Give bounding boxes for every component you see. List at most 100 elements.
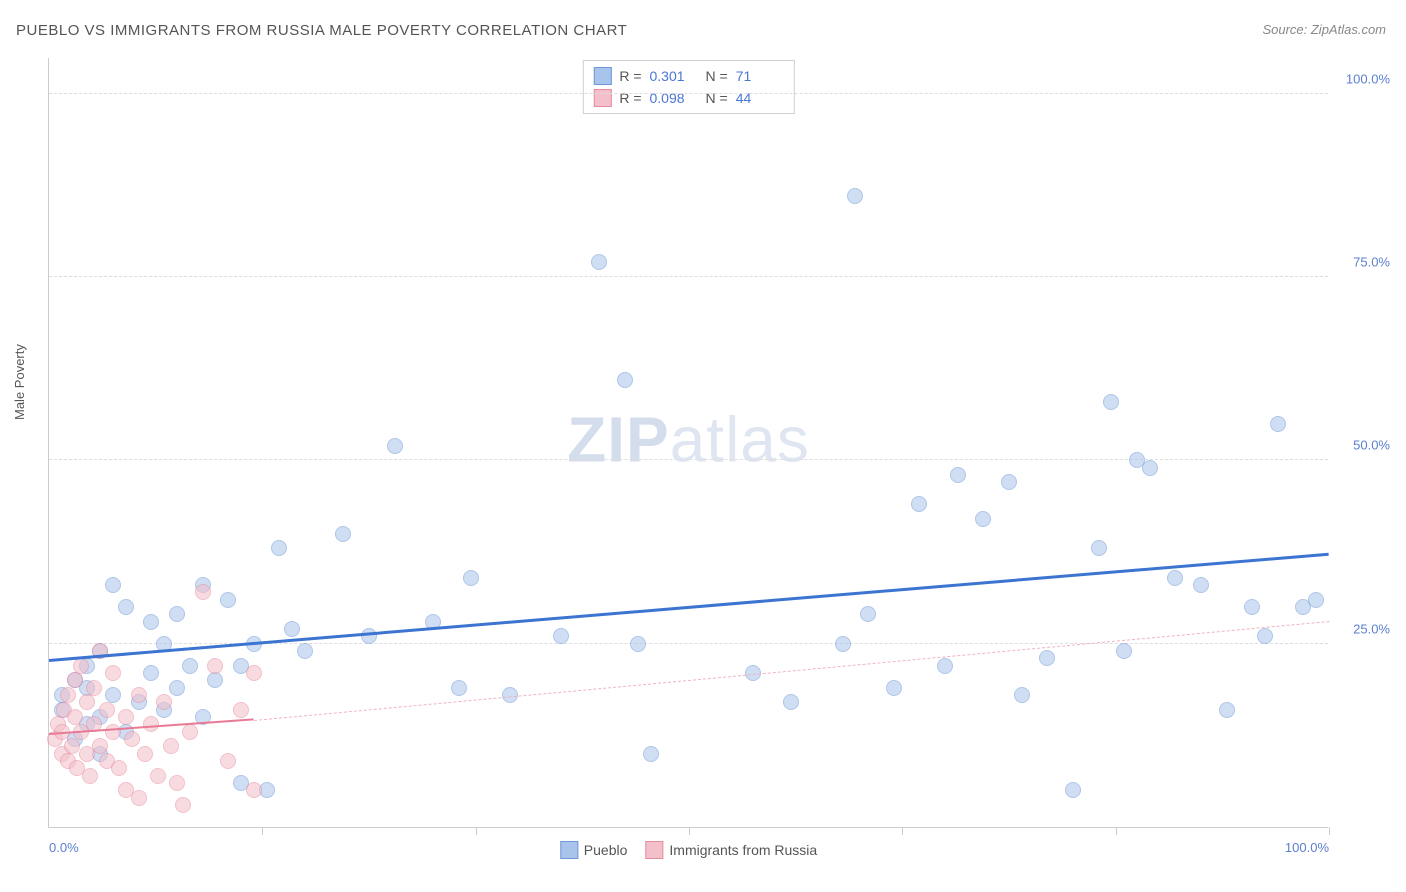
scatter-point [67,709,83,725]
scatter-point [143,614,159,630]
scatter-point [361,628,377,644]
scatter-point [195,584,211,600]
x-tick [902,827,903,835]
scatter-point [131,790,147,806]
scatter-point [1116,643,1132,659]
scatter-point [630,636,646,652]
scatter-point [835,636,851,652]
x-tick [476,827,477,835]
legend-label: Pueblo [584,842,628,858]
scatter-point [553,628,569,644]
scatter-point [643,746,659,762]
scatter-point [207,658,223,674]
scatter-point [246,665,262,681]
scatter-point [105,577,121,593]
scatter-point [105,665,121,681]
grid-line [49,93,1328,94]
scatter-point [617,372,633,388]
scatter-point [169,775,185,791]
scatter-point [937,658,953,674]
scatter-point [1001,474,1017,490]
chart-title: PUEBLO VS IMMIGRANTS FROM RUSSIA MALE PO… [16,22,627,39]
scatter-point [1219,702,1235,718]
y-tick-label: 100.0% [1346,71,1390,86]
grid-line [49,276,1328,277]
scatter-point [886,680,902,696]
y-tick-label: 25.0% [1353,621,1390,636]
x-tick [262,827,263,835]
scatter-point [169,680,185,696]
scatter-point [950,467,966,483]
scatter-point [118,599,134,615]
scatter-point [64,738,80,754]
scatter-point [207,672,223,688]
scatter-point [1257,628,1273,644]
n-value: 71 [736,68,784,84]
scatter-point [246,782,262,798]
scatter-point [975,511,991,527]
scatter-point [105,687,121,703]
scatter-point [118,709,134,725]
scatter-point [79,694,95,710]
scatter-point [150,768,166,784]
scatter-point [1193,577,1209,593]
scatter-point [1167,570,1183,586]
scatter-point [783,694,799,710]
y-tick-label: 75.0% [1353,255,1390,270]
scatter-point [156,694,172,710]
scatter-point [387,438,403,454]
scatter-point [67,672,83,688]
legend-item: Pueblo [560,841,628,859]
scatter-point [92,738,108,754]
x-tick [1329,827,1330,835]
scatter-point [233,702,249,718]
scatter-point [911,496,927,512]
scatter-point [591,254,607,270]
scatter-plot-area: ZIPatlas R =0.301N =71R =0.098N =44 Pueb… [48,58,1328,828]
scatter-point [105,724,121,740]
scatter-point [1091,540,1107,556]
scatter-point [169,606,185,622]
source-attribution: Source: ZipAtlas.com [1262,22,1386,37]
r-value: 0.301 [650,68,698,84]
scatter-point [137,746,153,762]
x-tick-label: 0.0% [49,840,79,855]
scatter-point [163,738,179,754]
scatter-point [847,188,863,204]
watermark: ZIPatlas [567,402,810,476]
legend-stat-row: R =0.098N =44 [593,87,783,109]
scatter-point [220,753,236,769]
x-tick-label: 100.0% [1285,840,1329,855]
scatter-point [82,768,98,784]
scatter-point [335,526,351,542]
legend-stat-row: R = 0.301 N = 71 [593,65,783,87]
scatter-point [1244,599,1260,615]
x-tick [1116,827,1117,835]
scatter-point [271,540,287,556]
y-tick-label: 50.0% [1353,438,1390,453]
n-label: N = [706,68,728,84]
scatter-point [99,702,115,718]
scatter-point [860,606,876,622]
scatter-point [220,592,236,608]
scatter-point [1142,460,1158,476]
scatter-point [284,621,300,637]
scatter-point [1308,592,1324,608]
scatter-point [182,658,198,674]
legend-swatch [593,67,611,85]
r-label: R = [619,68,641,84]
scatter-point [1270,416,1286,432]
scatter-point [1103,394,1119,410]
scatter-point [297,643,313,659]
x-tick [689,827,690,835]
scatter-point [124,731,140,747]
legend-series: Pueblo Immigrants from Russia [560,841,817,859]
scatter-point [175,797,191,813]
scatter-point [73,658,89,674]
legend-item: Immigrants from Russia [645,841,817,859]
scatter-point [463,570,479,586]
trend-line [49,553,1329,662]
legend-swatch [645,841,663,859]
scatter-point [1039,650,1055,666]
scatter-point [182,724,198,740]
